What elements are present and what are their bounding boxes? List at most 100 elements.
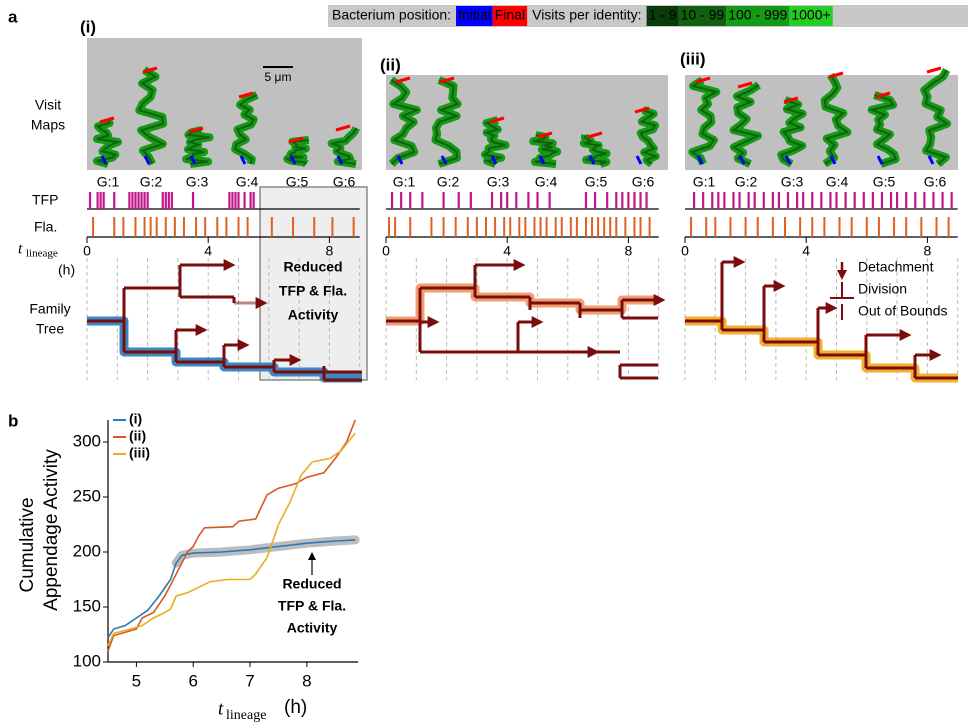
legend-text: 100 - 999 [728, 7, 787, 23]
initial-position [289, 155, 297, 165]
initial-position [143, 155, 151, 165]
legend-swatch [726, 6, 790, 26]
generation-label: G:4 [535, 174, 558, 190]
legend-text: 1 - 9 [649, 7, 677, 23]
initial-position [829, 155, 837, 165]
final-position [99, 116, 115, 124]
final-position [737, 81, 753, 89]
final-position [395, 76, 411, 84]
generation-label: G:4 [826, 174, 849, 190]
panel-label: a [8, 7, 18, 26]
legend-label: (ii) [129, 428, 146, 444]
final-position [439, 76, 455, 84]
visit-map-track [823, 74, 850, 165]
row-label: Tree [36, 321, 64, 337]
visit-map-bg [386, 75, 668, 170]
legend-swatch [456, 6, 493, 26]
series-line [107, 419, 356, 652]
initial-position [100, 155, 108, 165]
initial-position [189, 155, 197, 165]
visit-map-track [331, 127, 358, 165]
visit-map-track [137, 69, 166, 165]
tree-legend: Out of Bounds [858, 303, 948, 319]
panel-sub-label: (iii) [680, 49, 706, 68]
y-axis-label: Appendage Activity [41, 449, 62, 611]
final-position [587, 131, 603, 139]
generation-label: G:1 [693, 174, 716, 190]
x-tick-label: 0 [382, 243, 390, 259]
legend-text: Bacterium position: [332, 7, 451, 23]
row-label-symbol: t [18, 241, 23, 258]
final-position [335, 124, 351, 132]
row-label: Maps [31, 117, 65, 133]
row-label: Family [29, 301, 70, 317]
tree-legend: Division [858, 281, 907, 297]
generation-label: G:1 [393, 174, 416, 190]
initial-position [784, 155, 792, 165]
annotation: TFP & Fla. [279, 283, 347, 299]
legend-text: 1000+ [791, 7, 830, 23]
x-tick-label: 4 [503, 243, 511, 259]
initial-position [336, 155, 344, 165]
row-label: TFP [32, 192, 58, 208]
legend-label: (iii) [129, 445, 150, 461]
initial-position [396, 155, 404, 165]
initial-position [588, 155, 596, 165]
visit-map-track [779, 99, 806, 165]
x-tick-label: 8 [924, 243, 932, 259]
panel-sub-label: (i) [80, 17, 96, 36]
x-tick-label: 8 [326, 243, 334, 259]
row-label: Fla. [34, 219, 57, 235]
x-tick-label: 8 [625, 243, 633, 259]
y-tick-label: 250 [73, 486, 101, 505]
scale-bar-label: 5 μm [265, 70, 292, 84]
series-line [107, 539, 356, 639]
tree-branches [685, 262, 958, 380]
y-tick-label: 200 [73, 541, 101, 560]
initial-position [696, 155, 704, 165]
annotation: TFP & Fla. [278, 598, 346, 614]
generation-label: G:3 [186, 174, 209, 190]
generation-label: G:3 [487, 174, 510, 190]
visit-map-track [283, 139, 309, 165]
final-position [634, 106, 650, 114]
legend-swatch [789, 6, 833, 26]
final-position [695, 76, 711, 84]
x-axis-label: lineage [226, 708, 266, 723]
legend-swatch [678, 6, 727, 26]
annotation: Activity [288, 307, 339, 323]
final-position [783, 96, 799, 104]
visit-map-track [184, 129, 210, 165]
visit-map-track [690, 79, 719, 165]
lineage-highlight [386, 283, 658, 326]
visit-map-track [868, 94, 897, 165]
visit-map-track [922, 69, 950, 165]
legend-text: Initial [458, 7, 491, 23]
final-position [188, 126, 204, 134]
row-label-subscript: lineage [26, 248, 58, 260]
annotation: Reduced [282, 576, 341, 592]
legend-division-icon [830, 282, 854, 320]
x-axis-label: (h) [284, 697, 307, 718]
generation-label: G:6 [632, 174, 655, 190]
initial-position [490, 155, 498, 165]
legend-text: Final [495, 7, 525, 23]
generation-label: G:6 [924, 174, 947, 190]
final-position [828, 71, 844, 79]
x-axis-label: t [218, 698, 224, 719]
x-tick-label: 6 [188, 671, 197, 690]
visit-map-track [482, 119, 506, 165]
row-label: Visit [35, 97, 61, 113]
initial-position [239, 155, 247, 165]
generation-label: G:6 [333, 174, 356, 190]
initial-position [876, 155, 884, 165]
generation-label: G:5 [286, 174, 309, 190]
generation-label: G:2 [437, 174, 460, 190]
annotation: Reduced [283, 259, 342, 275]
x-tick-label: 5 [132, 671, 141, 690]
generation-label: G:5 [585, 174, 608, 190]
x-tick-label: 0 [83, 243, 91, 259]
legend-swatch [492, 6, 528, 26]
panel-label: b [8, 411, 18, 430]
